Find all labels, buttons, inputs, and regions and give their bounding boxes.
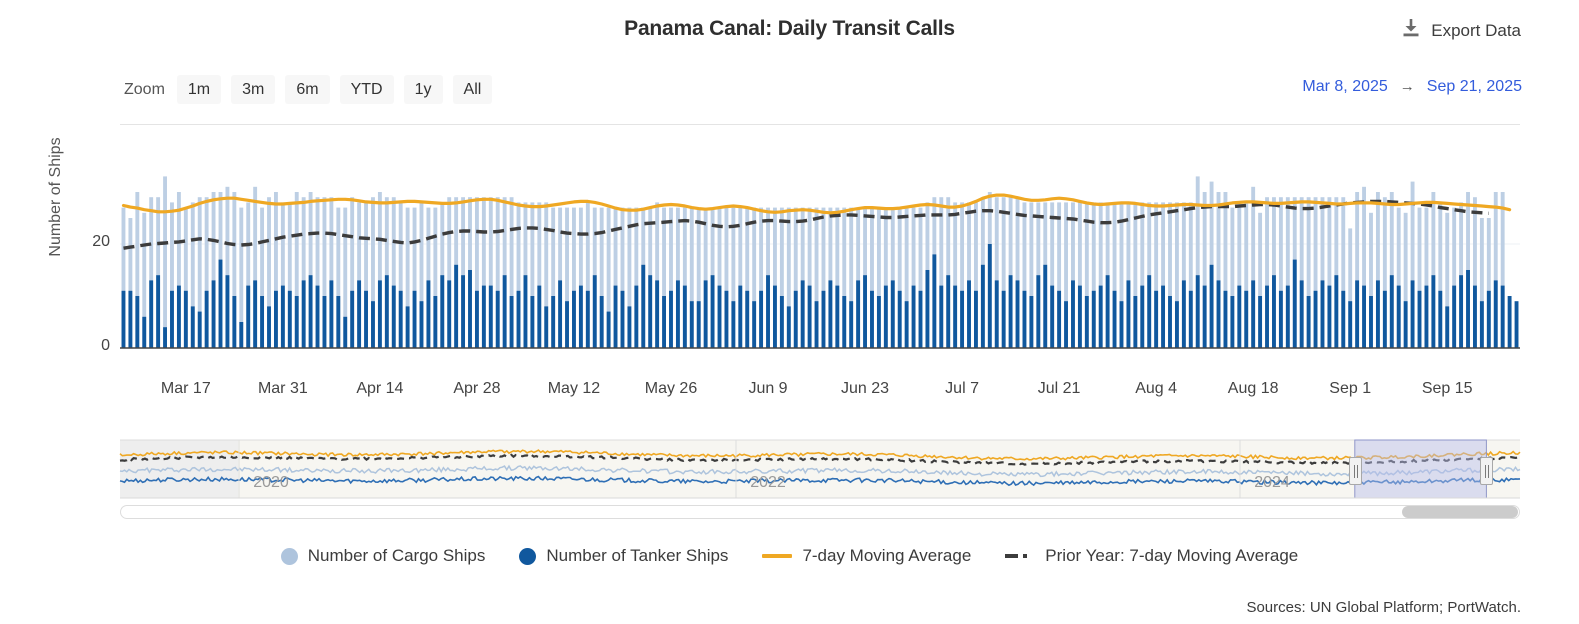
legend-label-tanker-ships: Number of Tanker Ships [546, 546, 729, 565]
download-icon [1400, 17, 1422, 44]
legend-label-moving-average: 7-day Moving Average [802, 546, 972, 565]
x-tick-aug-4: Aug 4 [1135, 380, 1178, 397]
navigator-handle-left[interactable] [1348, 457, 1362, 485]
x-tick-mar-17: Mar 17 [160, 380, 211, 397]
legend-label-cargo-ships: Number of Cargo Ships [307, 546, 486, 565]
date-range-to[interactable]: Sep 21, 2025 [1426, 78, 1522, 95]
range-button-6m[interactable]: 6m [285, 75, 330, 104]
x-tick-jun-23: Jun 23 [841, 380, 890, 397]
x-tick-jul-21: Jul 21 [1037, 380, 1081, 397]
range-selector: Zoom 1m 3m 6m YTD 1y All [124, 75, 493, 104]
navigator-handle-right[interactable] [1480, 457, 1494, 485]
legend-marker-dash-prior-year [1005, 554, 1036, 558]
date-range-from[interactable]: Mar 8, 2025 [1302, 78, 1388, 95]
navigator-year-2020: 2020 [253, 474, 289, 491]
navigator-scrollbar-thumb[interactable] [1401, 506, 1518, 518]
legend-item-prior-year[interactable]: Prior Year: 7-day Moving Average [1005, 546, 1298, 566]
legend-item-moving-average[interactable]: 7-day Moving Average [762, 546, 971, 566]
legend-item-tanker-ships[interactable]: Number of Tanker Ships [519, 546, 728, 566]
navigator-scrollbar-track[interactable] [120, 505, 1520, 519]
export-data-label: Export Data [1431, 20, 1521, 40]
navigator-year-2022: 2022 [750, 474, 786, 491]
x-tick-apr-14: Apr 14 [356, 380, 404, 397]
range-button-3m[interactable]: 3m [231, 75, 276, 104]
x-tick-jun-9: Jun 9 [748, 380, 788, 397]
y-tick-0: 0 [101, 337, 110, 354]
header-divider [120, 124, 1520, 125]
legend-label-prior-year: Prior Year: 7-day Moving Average [1045, 546, 1299, 565]
legend-item-cargo-ships[interactable]: Number of Cargo Ships [280, 546, 486, 566]
legend-marker-dot-tanker [519, 547, 537, 565]
page-title: Panama Canal: Daily Transit Calls [624, 17, 955, 40]
x-tick-aug-18: Aug 18 [1227, 380, 1279, 397]
date-range: Mar 8, 2025 → Sep 21, 2025 [1302, 78, 1522, 96]
navigator-year-2024: 2024 [1254, 474, 1290, 491]
y-axis-label: Number of Ships [47, 137, 64, 257]
x-tick-sep-15: Sep 15 [1421, 380, 1473, 397]
range-button-ytd[interactable]: YTD [339, 75, 394, 104]
zoom-label: Zoom [124, 80, 165, 98]
x-tick-may-12: May 12 [547, 380, 601, 397]
x-tick-apr-28: Apr 28 [453, 380, 501, 397]
date-range-arrow-icon: → [1399, 78, 1415, 95]
y-tick-20: 20 [92, 233, 110, 250]
x-tick-sep-1: Sep 1 [1329, 380, 1372, 397]
legend-marker-line-moving-average [762, 554, 793, 558]
chart-legend: Number of Cargo Ships Number of Tanker S… [0, 546, 1579, 566]
x-tick-jul-7: Jul 7 [945, 380, 979, 397]
sources-note: Sources: UN Global Platform; PortWatch. [1246, 599, 1521, 616]
x-tick-mar-31: Mar 31 [257, 380, 308, 397]
x-tick-may-26: May 26 [644, 380, 698, 397]
range-button-1m[interactable]: 1m [176, 75, 222, 104]
range-button-all[interactable]: All [452, 75, 493, 104]
range-button-1y[interactable]: 1y [403, 75, 443, 104]
legend-marker-dot-cargo [280, 547, 298, 565]
export-data-button[interactable]: Export Data [1400, 17, 1521, 44]
